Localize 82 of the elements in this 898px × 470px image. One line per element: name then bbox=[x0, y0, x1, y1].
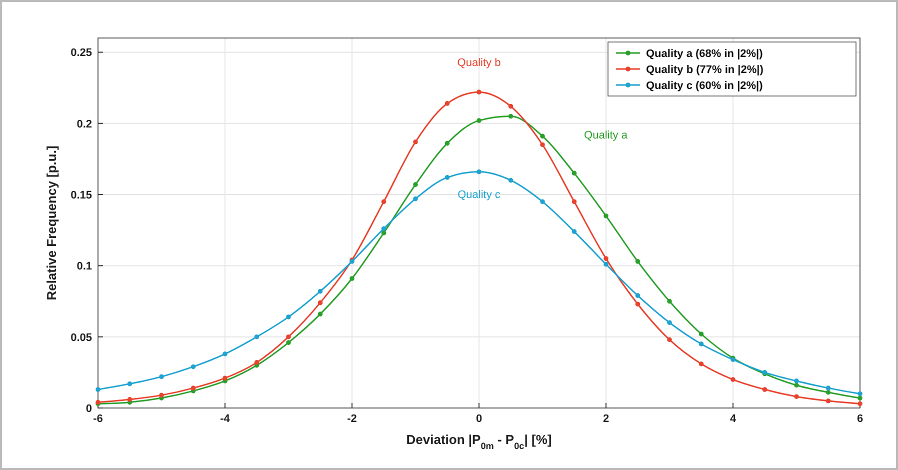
point bbox=[444, 175, 450, 180]
point bbox=[381, 226, 386, 232]
point bbox=[604, 256, 608, 261]
point bbox=[190, 386, 196, 390]
point bbox=[159, 374, 164, 380]
point bbox=[508, 178, 514, 183]
annotation: Quality a bbox=[584, 129, 628, 142]
x-tick-label: 0 bbox=[476, 413, 482, 425]
point bbox=[476, 90, 482, 94]
point bbox=[508, 104, 514, 109]
point bbox=[604, 262, 608, 267]
point bbox=[318, 288, 323, 294]
point bbox=[222, 352, 228, 356]
point bbox=[762, 387, 768, 392]
point bbox=[698, 332, 704, 336]
y-tick-label: 0.25 bbox=[70, 47, 92, 60]
point bbox=[667, 320, 672, 326]
x-axis-title: Deviation |P$_{0m}$ - P$_{0c}$| [%] bbox=[406, 432, 552, 451]
point bbox=[222, 376, 228, 381]
point bbox=[794, 378, 799, 384]
point bbox=[286, 340, 291, 345]
point bbox=[444, 101, 450, 106]
point bbox=[572, 170, 577, 176]
x-tick-label: 4 bbox=[730, 413, 737, 425]
point bbox=[254, 334, 260, 340]
point bbox=[413, 196, 418, 202]
y-tick-label: 0 bbox=[86, 403, 92, 415]
point bbox=[826, 398, 831, 404]
point bbox=[667, 298, 672, 304]
y-tick-label: 0.05 bbox=[70, 332, 92, 344]
point bbox=[413, 182, 418, 187]
point bbox=[858, 396, 862, 400]
point bbox=[413, 139, 418, 144]
y-axis-title: Relative Frequency [p.u.] bbox=[44, 146, 59, 300]
x-tick-label: 6 bbox=[856, 413, 864, 425]
x-tick-label: -4 bbox=[220, 413, 231, 425]
y-tick-label: 0.15 bbox=[70, 190, 92, 202]
legend-label: Quality c (60% in |2%|) bbox=[646, 80, 764, 92]
point bbox=[730, 377, 736, 382]
point bbox=[476, 169, 482, 174]
x-tick-label: -2 bbox=[347, 413, 357, 425]
point bbox=[858, 391, 862, 396]
point bbox=[96, 387, 100, 392]
point bbox=[572, 229, 577, 234]
point bbox=[794, 382, 799, 388]
point bbox=[381, 199, 386, 204]
point bbox=[127, 381, 132, 386]
legend-label: Quality a (68% in |2%|) bbox=[646, 48, 764, 60]
point bbox=[572, 199, 577, 204]
legend-label: Quality b (77% in |2%|) bbox=[646, 64, 764, 76]
point bbox=[381, 230, 386, 236]
point bbox=[540, 199, 545, 204]
point bbox=[254, 360, 260, 365]
point bbox=[190, 364, 196, 370]
point bbox=[794, 394, 799, 400]
annotation: Quality c bbox=[458, 188, 501, 201]
x-tick-label: -6 bbox=[93, 413, 103, 425]
point bbox=[540, 142, 545, 148]
x-tick-label: 2 bbox=[602, 413, 610, 425]
point bbox=[476, 118, 482, 123]
point bbox=[635, 259, 640, 264]
point bbox=[159, 392, 164, 398]
point bbox=[667, 337, 672, 342]
point bbox=[286, 334, 291, 340]
y-tick-label: 0.1 bbox=[76, 260, 92, 273]
point bbox=[698, 361, 704, 366]
y-tick-label: 0.2 bbox=[76, 118, 92, 130]
point bbox=[826, 390, 831, 395]
point bbox=[350, 276, 354, 281]
annotation: Quality b bbox=[457, 57, 501, 70]
point bbox=[444, 140, 450, 146]
point bbox=[604, 213, 608, 218]
point bbox=[635, 293, 640, 298]
point bbox=[318, 312, 323, 316]
point bbox=[127, 397, 132, 402]
point bbox=[540, 134, 545, 139]
point bbox=[698, 342, 704, 346]
point bbox=[635, 302, 640, 307]
point bbox=[826, 386, 831, 390]
point bbox=[508, 114, 514, 119]
point bbox=[286, 314, 291, 320]
point bbox=[318, 300, 323, 306]
